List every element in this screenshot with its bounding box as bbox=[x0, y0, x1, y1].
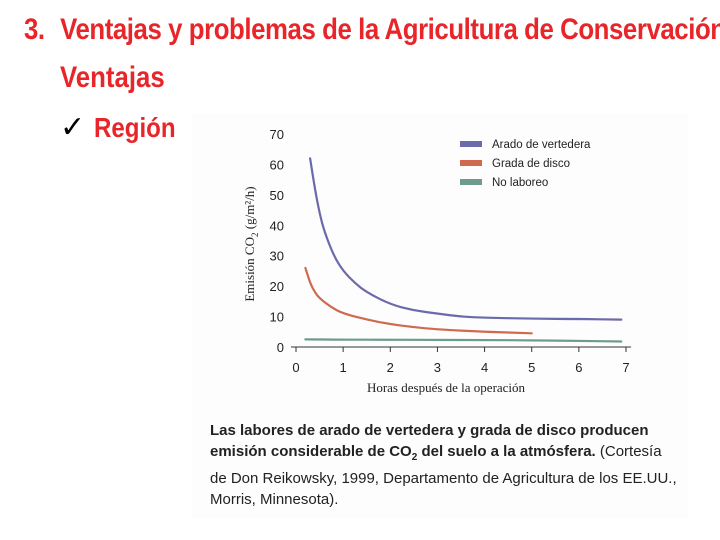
x-tick-label-5: 5 bbox=[528, 360, 535, 375]
y-axis-label-unit: (g/m²/h) bbox=[242, 186, 257, 232]
x-tick-label-7: 7 bbox=[622, 360, 629, 375]
caption-normal: (Cortesía de Don Reikowsky, 1999, Depart… bbox=[210, 443, 677, 508]
bullet-item: ✓ Región bbox=[60, 110, 189, 146]
slide-number: 3. bbox=[24, 13, 45, 46]
y-tick-label-0: 0 bbox=[277, 340, 284, 355]
x-tick-label-6: 6 bbox=[575, 360, 582, 375]
x-axis-label: Horas después de la operación bbox=[367, 380, 526, 395]
legend-label-2: No laboreo bbox=[492, 177, 548, 189]
y-tick-label-10: 10 bbox=[270, 310, 284, 325]
legend-swatch-1 bbox=[460, 160, 482, 166]
y-tick-label-50: 50 bbox=[270, 188, 284, 203]
figure-caption: Las labores de arado de vertedera y grad… bbox=[210, 420, 680, 510]
legend-label-1: Grada de disco bbox=[492, 158, 570, 170]
x-tick-label-2: 2 bbox=[387, 360, 394, 375]
legend-swatch-0 bbox=[460, 141, 482, 147]
series-line-0 bbox=[309, 157, 623, 321]
y-tick-label-60: 60 bbox=[270, 157, 284, 172]
series-line-2 bbox=[304, 338, 623, 343]
slide-title: 3. Ventajas y problemas de la Agricultura… bbox=[24, 12, 720, 48]
figure: 0 1 2 3 4 5 6 7 0 10 20 30 40 50 60 70 Arado de vertede… bbox=[192, 114, 688, 518]
x-tick-label-4: 4 bbox=[481, 360, 488, 375]
series-line-1 bbox=[304, 266, 533, 335]
legend-label-0: Arado de vertedera bbox=[492, 139, 591, 151]
legend-swatch-2 bbox=[460, 179, 482, 185]
slide-subtitle: Ventajas bbox=[60, 61, 165, 94]
legend: Arado de vertedera Grada de disco No labor… bbox=[460, 139, 591, 189]
caption-bold-1: Las labores de arado de vertedera y grad… bbox=[210, 422, 649, 460]
y-tick-label-70: 70 bbox=[270, 127, 284, 142]
series-lines bbox=[304, 157, 623, 343]
y-axis-label-sub: 2 bbox=[250, 233, 260, 238]
x-tick-label-0: 0 bbox=[292, 360, 299, 375]
x-tick-label-3: 3 bbox=[434, 360, 441, 375]
x-tick-label-1: 1 bbox=[340, 360, 347, 375]
bullet-label: Región bbox=[94, 112, 176, 143]
y-axis-label: Emisión CO2 (g/m²/h) bbox=[242, 186, 260, 301]
checkmark-icon: ✓ bbox=[60, 110, 86, 145]
y-tick-label-20: 20 bbox=[270, 279, 284, 294]
slide-title-text: Ventajas y problemas de la Agricultura d… bbox=[60, 13, 720, 46]
y-tick-label-30: 30 bbox=[270, 249, 284, 264]
caption-bold-sub: 2 bbox=[411, 452, 418, 463]
y-axis-label-main: Emisión CO bbox=[242, 237, 257, 302]
y-tick-label-40: 40 bbox=[270, 218, 284, 233]
caption-bold-2: del suelo a la atmósfera. bbox=[417, 443, 596, 460]
